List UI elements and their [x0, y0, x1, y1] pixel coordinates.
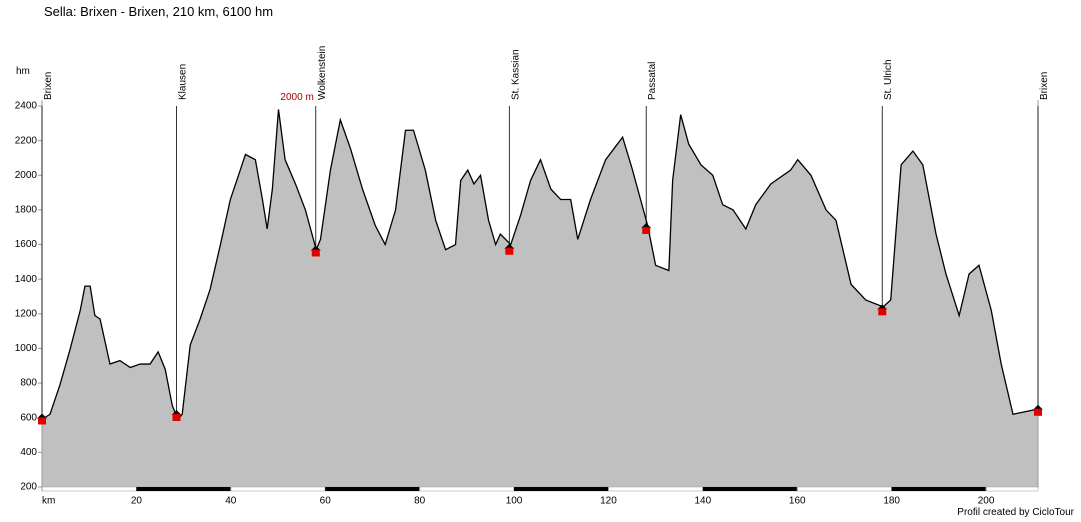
place-marker [505, 247, 514, 255]
y-tick-label: 200 [20, 482, 37, 493]
x-tick-label: 80 [414, 496, 426, 507]
y-tick-label: 400 [20, 447, 37, 458]
x-axis-segment [136, 487, 231, 491]
place-marker [311, 249, 320, 257]
x-tick-label: 100 [506, 496, 523, 507]
x-tick-label: 120 [600, 496, 617, 507]
y-tick-label: 1400 [15, 274, 38, 285]
place-marker-roof [504, 243, 515, 249]
y-tick-label: 800 [20, 378, 37, 389]
y-tick-label: 2000 [15, 170, 38, 181]
x-axis-segment [325, 487, 420, 491]
place-marker [642, 226, 651, 234]
x-tick-label: 200 [978, 496, 995, 507]
place-label: St. Ulrich [883, 59, 894, 100]
place-label: Klausen [178, 64, 189, 100]
place-marker-roof [171, 409, 182, 415]
place-label: St. Kassian [510, 49, 521, 100]
x-tick-label: km [42, 496, 55, 507]
y-axis-label: hm [16, 66, 30, 77]
x-tick-label: 40 [225, 496, 237, 507]
chart-title: Sella: Brixen - Brixen, 210 km, 6100 hm [44, 4, 273, 19]
x-tick-label: 140 [695, 496, 712, 507]
place-marker-roof [1033, 404, 1043, 410]
x-axis-segment [702, 487, 798, 491]
x-tick-label: 20 [131, 496, 143, 507]
place-marker [38, 417, 46, 425]
place-marker-roof [877, 304, 888, 310]
place-marker [878, 308, 887, 316]
x-axis-segment [514, 487, 609, 491]
place-marker [1034, 408, 1042, 416]
x-tick-label: 180 [883, 496, 900, 507]
y-tick-label: 1600 [15, 239, 38, 250]
place-marker-roof [641, 222, 652, 228]
y-tick-label: 1200 [15, 308, 38, 319]
x-tick-label: 160 [789, 496, 806, 507]
y-tick-label: 1800 [15, 205, 38, 216]
place-label: Brixen [1039, 72, 1050, 100]
place-marker-roof [37, 413, 47, 419]
place-marker [172, 413, 181, 421]
place-label: Passatal [647, 62, 658, 100]
x-axis-segment [891, 487, 987, 491]
y-tick-label: 2400 [15, 101, 38, 112]
area-fill [42, 109, 1038, 488]
y-tick-label: 2200 [15, 135, 38, 146]
footer: Profil created by CicloTour [957, 507, 1074, 518]
y-tick-label: 600 [20, 412, 37, 423]
y-tick-label: 1000 [15, 343, 38, 354]
annotation: 2000 m [280, 92, 313, 103]
place-marker-roof [310, 245, 321, 251]
place-label: Brixen [43, 72, 54, 100]
x-tick-label: 60 [320, 496, 332, 507]
place-label: Wolkenstein [317, 46, 328, 100]
